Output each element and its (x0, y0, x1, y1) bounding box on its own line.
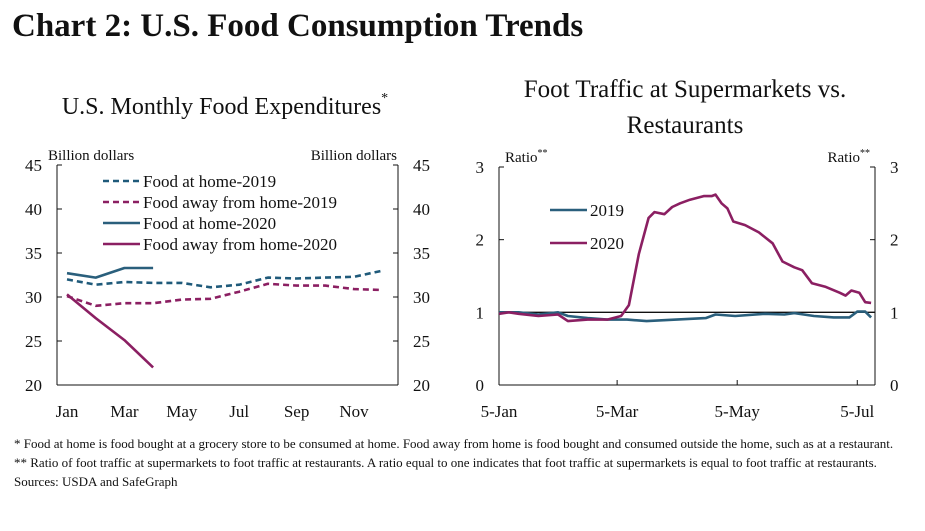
y2-tick-label: 45 (413, 156, 430, 175)
series-line (66, 293, 154, 369)
y-axis-label-text: Ratio (505, 150, 538, 166)
y2-tick-label: 25 (413, 332, 430, 351)
x-tick-label: 5-Jul (840, 402, 874, 421)
y2-axis-label-note: ** (860, 148, 870, 159)
series-line (66, 282, 383, 308)
y2-tick-label: 3 (890, 158, 899, 177)
y-tick-label: 45 (25, 156, 42, 175)
y2-tick-label: 2 (890, 231, 899, 250)
x-tick-label: Sep (284, 402, 310, 421)
legend-label: Food at home-2019 (143, 172, 276, 191)
y-tick-label: 0 (476, 376, 485, 395)
x-tick-label: May (166, 402, 198, 421)
chart-title: Foot Traffic at Supermarkets vs. Restaur… (523, 76, 847, 139)
legend-label: Food at home-2020 (143, 214, 276, 233)
chart-title-note: * (381, 91, 388, 106)
chart-title: U.S. Monthly Food Expenditures* (62, 91, 388, 120)
notes: * Food at home is food bought at a groce… (14, 434, 899, 491)
legend-label: 2020 (590, 234, 624, 253)
y2-tick-label: 0 (890, 376, 899, 395)
y-tick-label: 30 (25, 288, 42, 307)
y2-axis-label: Ratio** (828, 148, 871, 166)
y-tick-label: 35 (25, 244, 42, 263)
y-axis-label-note: ** (538, 148, 548, 159)
y2-tick-label: 30 (413, 288, 430, 307)
y2-tick-label: 20 (413, 376, 430, 395)
series-line (66, 269, 383, 289)
legend-label: Food away from home-2020 (143, 235, 337, 254)
x-tick-label: 5-Jan (481, 402, 518, 421)
series-line (66, 266, 154, 279)
source: Sources: USDA and SafeGraph (14, 474, 178, 489)
x-tick-label: Jan (56, 402, 79, 421)
y2-tick-label: 1 (890, 303, 899, 322)
x-tick-label: Jul (229, 402, 249, 421)
y-tick-label: 25 (25, 332, 42, 351)
note: ** Ratio of foot traffic at supermarkets… (14, 455, 877, 470)
x-tick-label: 5-Mar (596, 402, 639, 421)
series-line (498, 193, 872, 323)
y-axis-label: Ratio** (505, 148, 548, 166)
note: * Food at home is food bought at a groce… (14, 436, 894, 451)
series-line (499, 310, 873, 323)
y2-tick-label: 35 (413, 244, 430, 263)
y2-tick-label: 40 (413, 200, 430, 219)
y-tick-label: 40 (25, 200, 42, 219)
y2-axis-label: Billion dollars (311, 148, 397, 164)
legend-label: 2019 (590, 201, 624, 220)
y2-axis-label-text: Ratio (828, 150, 861, 166)
x-tick-label: Mar (110, 402, 139, 421)
y-tick-label: 1 (476, 303, 485, 322)
y-tick-label: 20 (25, 376, 42, 395)
x-tick-label: Nov (339, 402, 369, 421)
legend-label: Food away from home-2019 (143, 193, 337, 212)
y-axis-label: Billion dollars (48, 148, 134, 164)
x-tick-label: 5-May (715, 402, 761, 421)
page-title: Chart 2: U.S. Food Consumption Trends (12, 8, 583, 44)
chart-title-text: U.S. Monthly Food Expenditures (62, 94, 381, 120)
y-tick-label: 3 (476, 158, 485, 177)
y-tick-label: 2 (476, 231, 485, 250)
